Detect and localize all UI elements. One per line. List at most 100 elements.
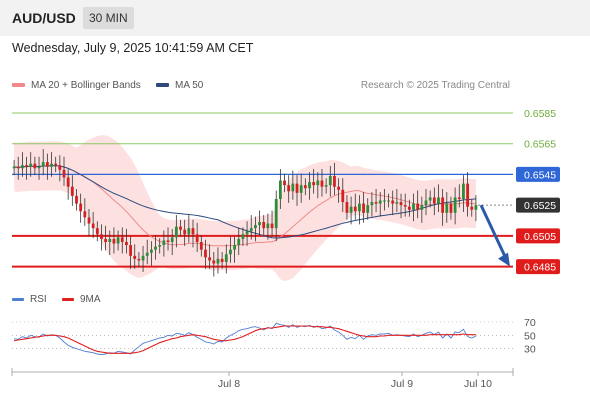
candle-body — [195, 234, 199, 242]
candle-body — [399, 202, 403, 206]
candle-body — [312, 182, 316, 186]
candle-body — [358, 203, 361, 212]
ma20-swatch — [12, 83, 25, 88]
candle-body — [441, 197, 445, 213]
candle-body — [237, 238, 241, 246]
candle-body — [278, 180, 282, 199]
candle-body — [29, 163, 33, 167]
candle-body — [420, 205, 424, 210]
candle-body — [70, 186, 74, 196]
x-tick-label-2: Jul 10 — [464, 378, 492, 390]
candle-body — [191, 228, 195, 235]
candle-body — [291, 183, 295, 192]
candle-body — [337, 186, 341, 190]
candle-body — [295, 183, 299, 193]
legend-ma20: MA 20 + Bollinger Bands — [12, 80, 141, 91]
candle-body — [328, 175, 332, 186]
candle-body — [374, 202, 378, 204]
candle-body — [333, 175, 336, 187]
candle-body — [25, 165, 28, 167]
candle-body — [349, 206, 353, 213]
candle-body — [37, 166, 41, 169]
candle-body — [120, 237, 124, 242]
candle-body — [457, 197, 461, 199]
candle-body — [183, 229, 187, 235]
level-tag-5 — [516, 259, 560, 275]
candle-body — [174, 226, 178, 238]
candle-body — [145, 252, 149, 256]
rsi-swatch — [12, 297, 24, 301]
candle-body — [54, 163, 58, 166]
candle-body — [170, 237, 174, 242]
candle-body — [345, 202, 349, 213]
candle-body — [41, 162, 45, 167]
candle-body — [324, 185, 328, 187]
candle-body — [466, 183, 469, 207]
candle-body — [21, 165, 24, 169]
candle-body — [133, 255, 137, 259]
candle-body — [75, 195, 78, 204]
candle-body — [287, 185, 291, 192]
candle-body — [245, 231, 249, 235]
candle-body — [108, 238, 112, 242]
x-tick-label-0: Jul 8 — [218, 378, 240, 390]
candle-body — [129, 245, 132, 256]
candle-body — [391, 200, 395, 204]
level-label-5: 0.6485 — [524, 262, 556, 274]
candle-body — [204, 249, 207, 258]
candle-body — [462, 183, 465, 199]
candle-body — [453, 197, 457, 213]
level-label-2: 0.6545 — [524, 169, 556, 181]
bollinger-band — [14, 135, 476, 282]
candle-body — [283, 180, 286, 186]
candle-body — [412, 203, 415, 210]
candle-body — [424, 200, 428, 206]
candle-body — [58, 165, 62, 170]
candle-body — [366, 205, 370, 213]
candle-body — [224, 254, 228, 262]
candle-body — [428, 197, 432, 201]
candle-body — [432, 197, 436, 204]
candle-body — [270, 223, 274, 229]
candle-body — [91, 223, 95, 229]
candle-body — [116, 237, 120, 244]
rsi-tick-label: 30 — [524, 344, 536, 356]
candle-body — [149, 249, 153, 253]
candle-body — [395, 202, 399, 204]
candle-body — [370, 202, 374, 206]
candle-body — [87, 217, 91, 224]
level-label-3: 0.6525 — [524, 200, 556, 212]
forecast-arrow-head — [498, 252, 510, 267]
level-label-4: 0.6505 — [524, 231, 556, 243]
level-tag-2 — [516, 166, 560, 182]
candle-body — [320, 180, 324, 187]
candle-body — [299, 185, 303, 193]
candle-body — [387, 200, 390, 202]
candle-body — [95, 228, 99, 235]
candle-body — [403, 205, 407, 207]
ma9-swatch — [62, 297, 74, 301]
candle-body — [12, 166, 16, 169]
candle-body — [407, 206, 411, 210]
candle-body — [308, 182, 311, 189]
instrument-title: AUD/USD — [12, 10, 76, 26]
candle-body — [353, 206, 357, 212]
candle-body — [474, 205, 478, 210]
x-tick-label-1: Jul 9 — [391, 378, 413, 390]
legend-9ma: 9MA — [62, 294, 101, 305]
timeframe-badge[interactable]: 30 MIN — [83, 7, 134, 29]
candle-body — [125, 241, 128, 246]
candle-body — [83, 211, 87, 218]
level-tag-3 — [516, 197, 560, 213]
candle-body — [437, 197, 440, 204]
level-label-1: 0.6565 — [524, 139, 556, 151]
candle-body — [470, 206, 474, 210]
rsi-series-0 — [14, 322, 477, 356]
legend-ma50-label: MA 50 — [175, 80, 204, 91]
candle-body — [382, 200, 386, 202]
candle-body — [416, 203, 420, 210]
candle-body — [262, 222, 266, 229]
candle-body — [254, 225, 257, 229]
level-tag-4 — [516, 228, 560, 244]
